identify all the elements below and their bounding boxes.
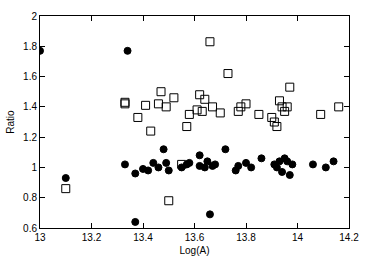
svg-text:13.4: 13.4 [133, 232, 153, 243]
svg-text:13.8: 13.8 [236, 232, 256, 243]
svg-text:1.6: 1.6 [23, 71, 37, 82]
svg-text:13: 13 [34, 232, 46, 243]
svg-text:1.2: 1.2 [23, 132, 37, 143]
svg-text:0.6: 0.6 [23, 223, 37, 234]
svg-text:13.6: 13.6 [185, 232, 205, 243]
svg-text:14.2: 14.2 [339, 232, 359, 243]
svg-text:Log(A): Log(A) [179, 245, 209, 256]
svg-text:1: 1 [31, 162, 37, 173]
svg-text:1.4: 1.4 [23, 101, 37, 112]
svg-text:0.8: 0.8 [23, 192, 37, 203]
svg-text:13.2: 13.2 [82, 232, 102, 243]
svg-text:1.8: 1.8 [23, 41, 37, 52]
svg-text:Ratio: Ratio [5, 110, 16, 134]
svg-text:14: 14 [292, 232, 304, 243]
svg-text:2: 2 [31, 11, 37, 22]
